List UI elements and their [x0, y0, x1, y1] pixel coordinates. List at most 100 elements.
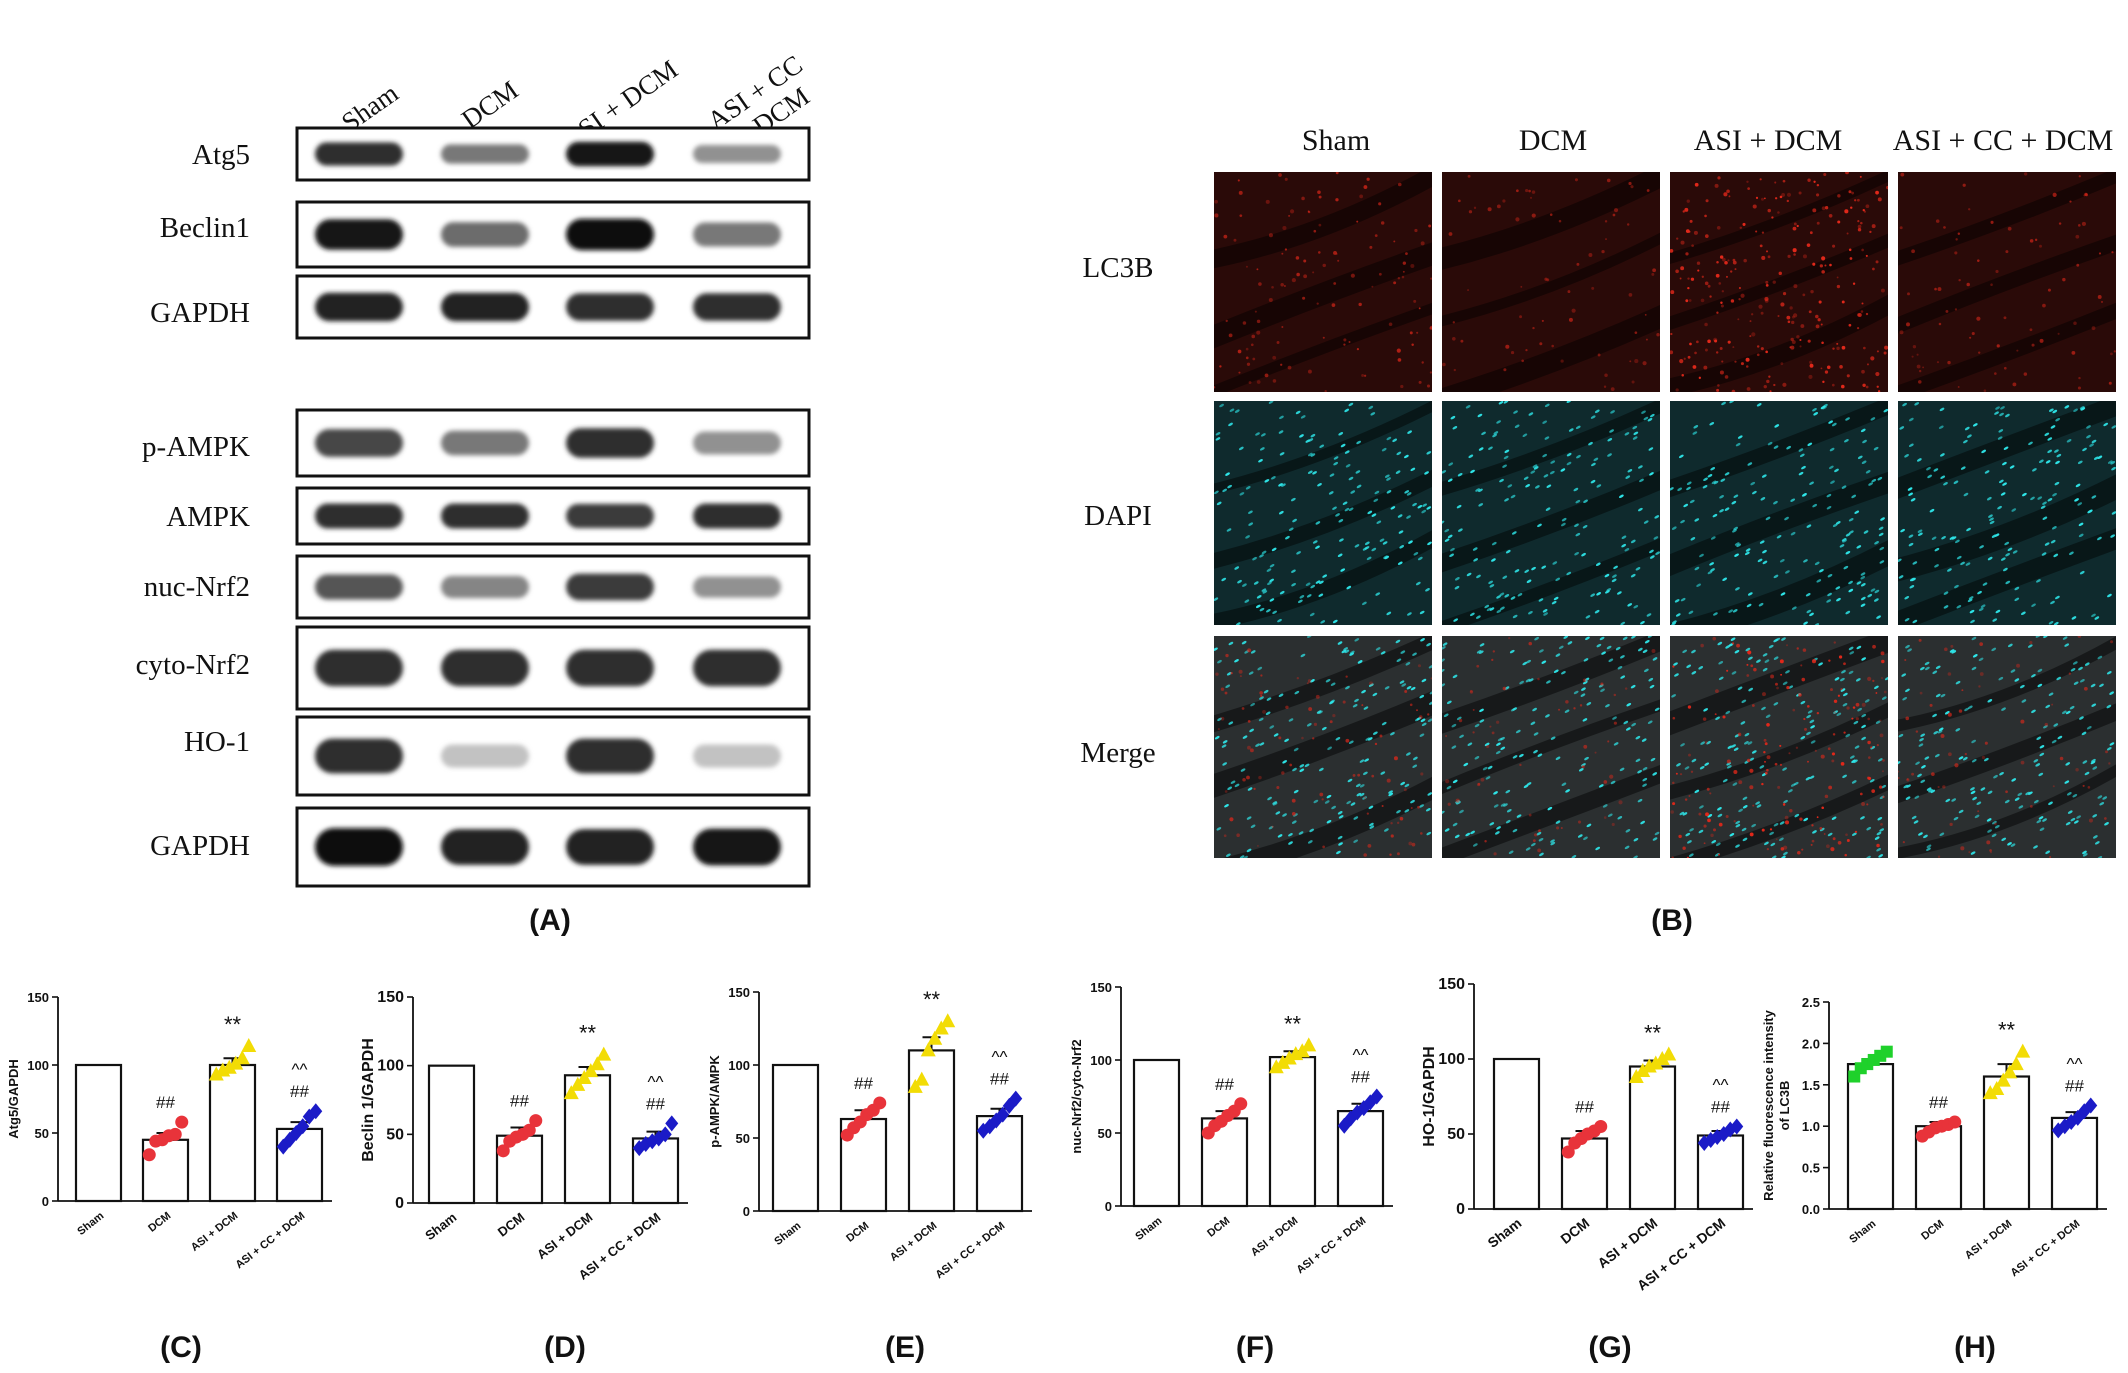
blot-band [566, 293, 654, 321]
lc3b-dot [2049, 855, 2052, 858]
lc3b-dot [1749, 832, 1754, 837]
y-tick-label: 1.0 [1802, 1119, 1820, 1134]
lc3b-dot [1747, 187, 1750, 190]
nucleus-dot [2106, 671, 2112, 675]
blot-band [315, 142, 403, 166]
nucleus-dot [1860, 816, 1865, 820]
nucleus-dot [1459, 809, 1464, 814]
nucleus-dot [1976, 801, 1982, 805]
nucleus-dot [1741, 827, 1747, 832]
nucleus-dot [1271, 476, 1276, 480]
lc3b-dot [1321, 798, 1324, 801]
nucleus-dot [2048, 692, 2054, 696]
lc3b-dot [1429, 371, 1432, 374]
nucleus-dot [1729, 401, 1735, 404]
nucleus-dot [1228, 721, 1234, 725]
lc3b-dot [1403, 788, 1407, 792]
lc3b-dot [1505, 344, 1510, 349]
nucleus-dot [2064, 643, 2070, 647]
nucleus-dot [1561, 782, 1567, 786]
nucleus-dot [1217, 717, 1222, 722]
x-tick-label: ASI + CC + DCM [933, 1220, 1007, 1281]
lc3b-dot [1724, 375, 1729, 379]
blot-band [693, 222, 781, 247]
nucleus-dot [2036, 579, 2041, 583]
lc3b-dot [1905, 716, 1910, 721]
x-tick-label: ASI + DCM [1963, 1218, 2014, 1262]
nucleus-dot [1470, 830, 1475, 835]
nucleus-dot [1561, 671, 1566, 675]
nucleus-dot [1873, 446, 1879, 451]
nucleus-dot [1424, 471, 1429, 475]
lc3b-dot [1752, 204, 1757, 209]
lc3b-dot [1694, 351, 1697, 355]
lc3b-dot [1861, 369, 1865, 374]
nucleus-dot [1361, 689, 1366, 694]
bar [1914, 1125, 1963, 1211]
nucleus-dot [1525, 678, 1531, 683]
nucleus-dot [1293, 789, 1299, 794]
fluorescence-cell [1670, 401, 1888, 625]
nucleus-dot [1269, 564, 1275, 568]
nucleus-dot [1876, 831, 1882, 836]
lc3b-dot [1691, 244, 1694, 248]
nucleus-dot [1793, 781, 1799, 786]
nucleus-dot [2037, 668, 2043, 673]
nucleus-dot [1532, 707, 1537, 712]
nucleus-dot [1257, 666, 1263, 671]
nucleus-dot [1586, 702, 1592, 706]
lc3b-dot [1865, 385, 1869, 389]
nucleus-dot [1547, 806, 1553, 811]
nucleus-dot [1735, 442, 1741, 447]
nucleus-dot [1564, 709, 1570, 713]
nucleus-dot [1259, 554, 1264, 558]
nucleus-dot [1626, 727, 1631, 731]
nucleus-dot [1452, 674, 1458, 679]
lc3b-dot [1532, 326, 1535, 330]
lc3b-dot [2075, 234, 2080, 239]
lc3b-dot [1703, 365, 1708, 370]
x-tick-label: Sham [1133, 1215, 1164, 1243]
nucleus-dot [1785, 670, 1790, 674]
lc3b-dot [1348, 341, 1351, 344]
nucleus-dot [1475, 488, 1480, 492]
nucleus-dot [1997, 505, 2002, 510]
nucleus-dot [1904, 596, 1910, 600]
nucleus-dot [1639, 478, 1644, 483]
lc3b-dot [1675, 388, 1679, 392]
nucleus-dot [2077, 502, 2083, 506]
lc3b-dot [1247, 745, 1251, 750]
nucleus-dot [1263, 690, 1269, 694]
lc3b-dot [1285, 705, 1289, 710]
nucleus-dot [1228, 422, 1233, 427]
lc3b-dot [1745, 365, 1749, 368]
nucleus-dot [1356, 484, 1362, 489]
nucleus-dot [1853, 759, 1858, 763]
nucleus-dot [2025, 791, 2031, 796]
nucleus-dot [1510, 494, 1516, 499]
nucleus-dot [1216, 827, 1222, 831]
tissue-streak [1442, 172, 1660, 270]
nucleus-dot [1250, 702, 1255, 707]
lc3b-dot [1790, 345, 1795, 350]
lc3b-dot [1631, 380, 1635, 384]
lc3b-dot [1812, 262, 1816, 266]
lc3b-dot [1944, 647, 1948, 652]
lc3b-dot [1751, 313, 1754, 316]
nucleus-dot [1935, 753, 1940, 758]
nucleus-dot [2099, 802, 2105, 806]
nucleus-dot [2031, 603, 2036, 607]
nucleus-dot [1365, 541, 1370, 545]
nucleus-dot [1392, 438, 1397, 442]
lc3b-dot [1779, 744, 1782, 747]
nucleus-dot [1968, 596, 1974, 600]
nucleus-dot [1958, 756, 1964, 760]
lc3b-dot [1943, 226, 1946, 229]
nucleus-dot [1565, 789, 1570, 793]
nucleus-dot [1346, 585, 1352, 590]
nucleus-dot [1925, 666, 1930, 671]
lc3b-dot [1751, 332, 1756, 337]
nucleus-dot [1874, 685, 1879, 690]
nucleus-dot [1991, 833, 1997, 838]
nucleus-dot [1735, 820, 1740, 825]
